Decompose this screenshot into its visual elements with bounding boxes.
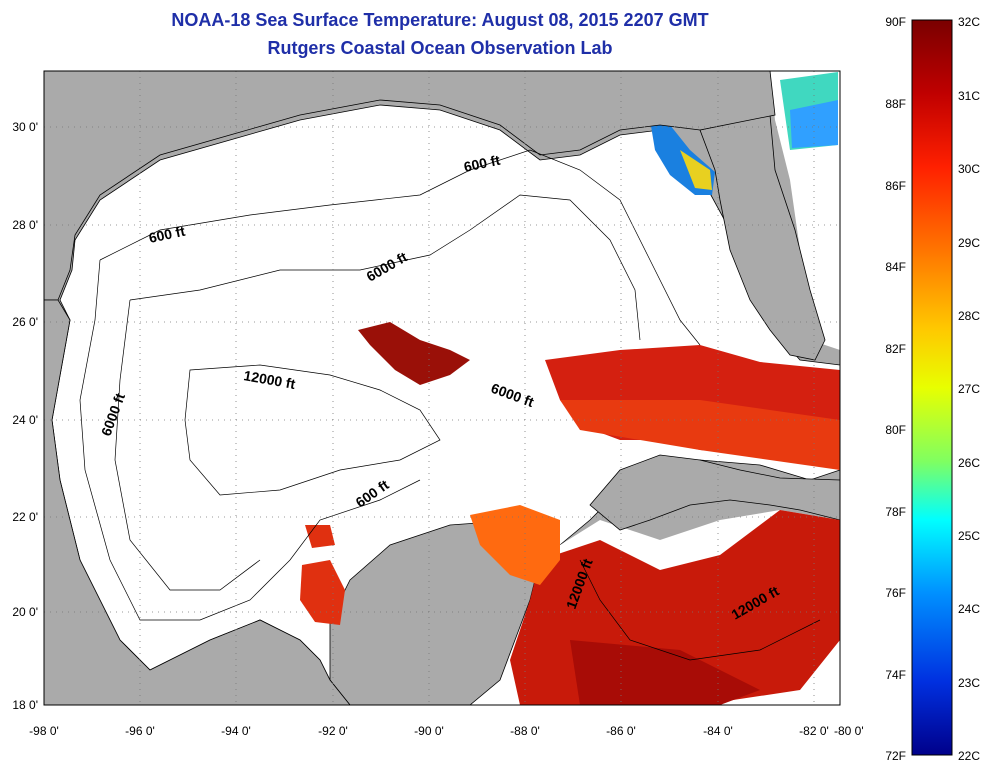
sst-patch-caribbean-dark: [570, 640, 760, 705]
sst-patch-loop: [358, 322, 470, 385]
lon-label: -90 0': [414, 724, 444, 738]
colorbar-c-label: 23C: [958, 676, 980, 690]
colorbar-f-label: 78F: [885, 505, 906, 519]
colorbar-c-label: 22C: [958, 749, 980, 763]
sst-patch-atlantic-cool: [790, 100, 838, 148]
contour-600ft-west: [79, 259, 421, 621]
lat-label: 22 0': [12, 510, 38, 524]
colorbar-c-label: 32C: [958, 15, 980, 29]
lat-label: 30 0': [12, 120, 38, 134]
colorbar-c-label: 24C: [958, 602, 980, 616]
colorbar-f-label: 72F: [885, 749, 906, 763]
florida-land: [699, 114, 826, 361]
lon-label: -92 0': [318, 724, 348, 738]
sst-patch-yucatan-shelf: [470, 505, 560, 585]
contour-6000ft: [129, 194, 641, 341]
colorbar-f-label: 88F: [885, 97, 906, 111]
sst-patch-florida-strait: [560, 400, 840, 470]
colorbar-f-label: 82F: [885, 342, 906, 356]
colorbar-c-label: 28C: [958, 309, 980, 323]
cuba-land: [589, 454, 840, 531]
lon-label: -80 0': [834, 724, 864, 738]
lat-label: 28 0': [12, 218, 38, 232]
contour-6000ft-west: [114, 299, 261, 591]
contour-caribbean: [579, 559, 821, 661]
us-gulf-coast-land: [44, 71, 840, 301]
contour-12000ft: [184, 364, 441, 496]
map-frame: [43, 70, 841, 706]
lon-label: -82 0': [799, 724, 829, 738]
lat-label: 18 0': [12, 698, 38, 712]
colorbar-f-label: 86F: [885, 179, 906, 193]
colorbar-c-label: 30C: [958, 162, 980, 176]
lon-label: -98 0': [29, 724, 59, 738]
colorbar-c-label: 27C: [958, 382, 980, 396]
lon-label: -88 0': [510, 724, 540, 738]
mexico-west-land: [44, 299, 351, 705]
colorbar-f-label: 80F: [885, 423, 906, 437]
map-title: NOAA-18 Sea Surface Temperature: August …: [171, 10, 709, 30]
map-subtitle: Rutgers Coastal Ocean Observation Lab: [267, 38, 613, 58]
sst-patch-bay-campeche-north: [305, 525, 335, 548]
lat-label: 20 0': [12, 605, 38, 619]
colorbar-f-label: 90F: [885, 15, 906, 29]
colorbar: [911, 19, 953, 756]
contour-label: 600 ft: [462, 152, 501, 175]
lon-label: -96 0': [125, 724, 155, 738]
colorbar-f-label: 76F: [885, 586, 906, 600]
lon-label: -94 0': [221, 724, 251, 738]
lat-label: 26 0': [12, 315, 38, 329]
colorbar-c-label: 31C: [958, 89, 980, 103]
colorbar-c-label: 29C: [958, 236, 980, 250]
sst-patch-bay-campeche: [300, 560, 345, 625]
lon-label: -86 0': [606, 724, 636, 738]
colorbar-c-label: 26C: [958, 456, 980, 470]
colorbar-f-label: 84F: [885, 260, 906, 274]
graticule: [44, 71, 840, 705]
sst-patch-panhandle-warm: [680, 150, 712, 190]
colorbar-c-label: 25C: [958, 529, 980, 543]
contour-600ft: [99, 149, 701, 346]
lat-label: 24 0': [12, 413, 38, 427]
lon-label: -84 0': [703, 724, 733, 738]
contour-label: 600 ft: [147, 223, 186, 246]
colorbar-f-label: 74F: [885, 668, 906, 682]
